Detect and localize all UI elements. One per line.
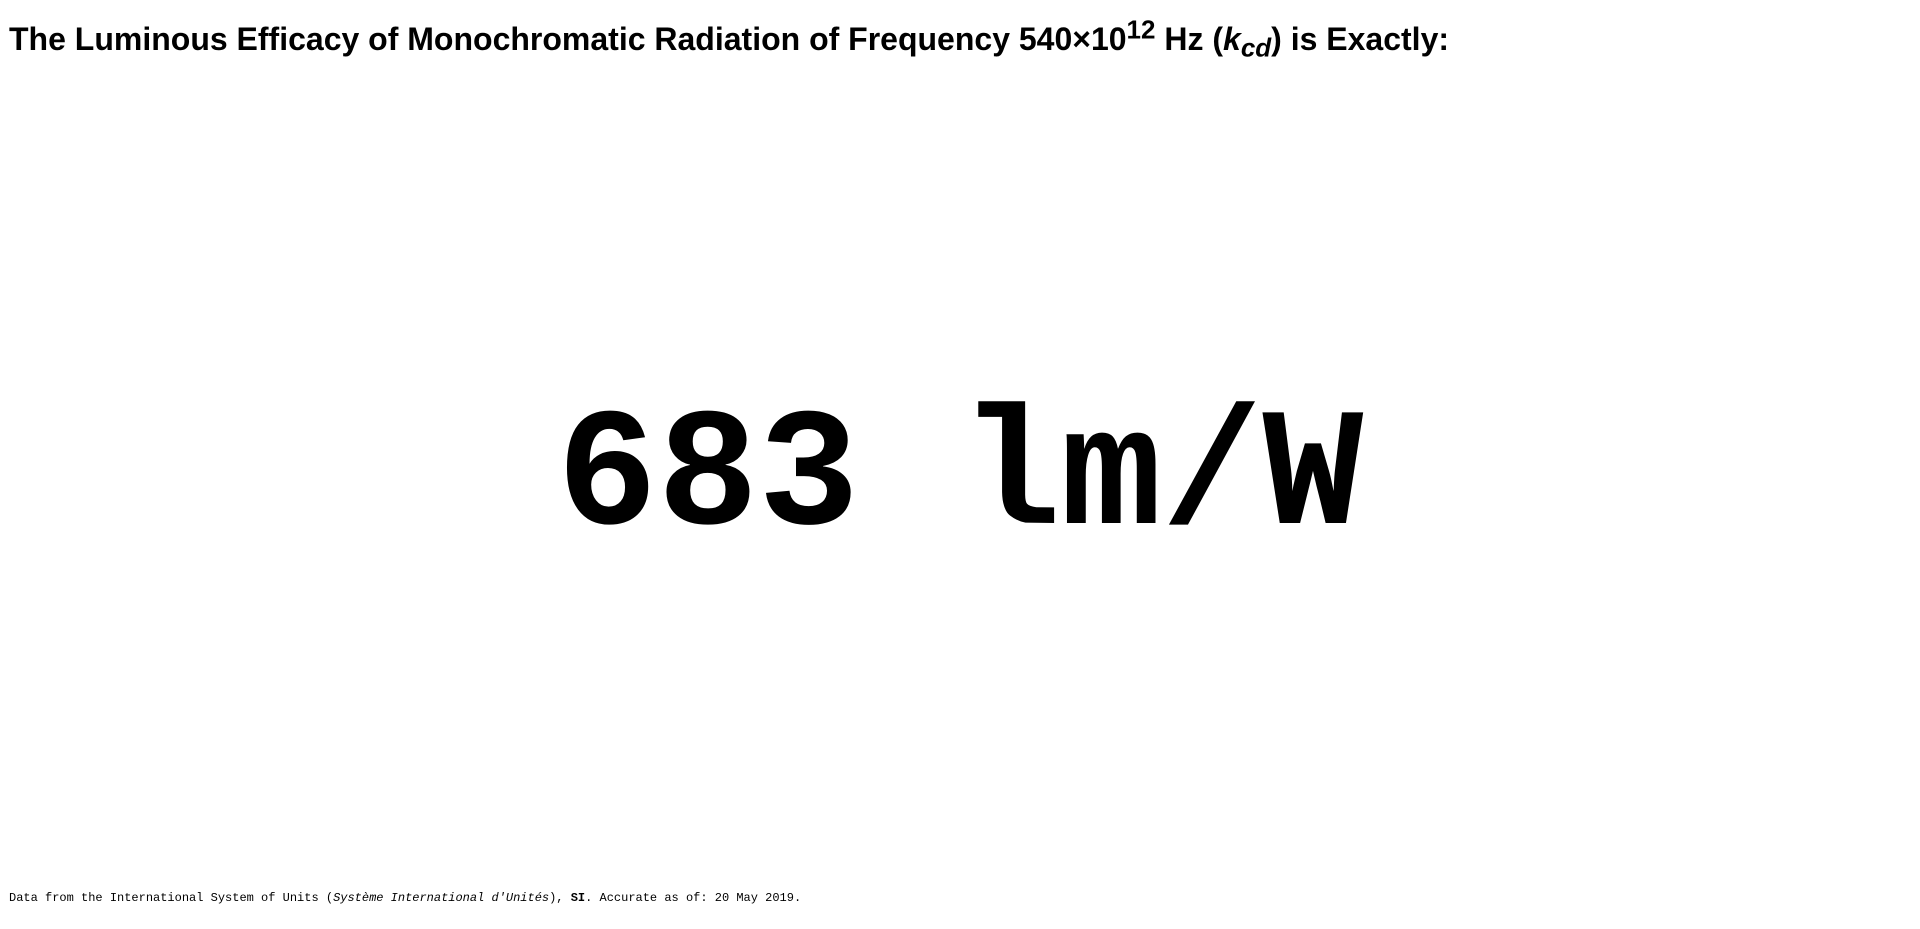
footer-french-name: Système International d'Unités [333, 891, 550, 905]
title-suffix: ) is Exactly: [1271, 21, 1450, 57]
value-number: 683 [556, 384, 860, 574]
constant-value: 683 lm/W [0, 395, 1920, 563]
title-exponent: 12 [1126, 14, 1156, 45]
title-unit: Hz ( [1155, 21, 1224, 57]
value-unit: lm/W [960, 384, 1364, 574]
footer-abbreviation: SI [570, 891, 586, 905]
footer-end: . [793, 891, 802, 905]
footer-date: 20 May 2019 [714, 891, 794, 905]
title-prefix: The Luminous Efficacy of Monochromatic R… [9, 21, 1127, 57]
title-symbol-subscript: cd [1240, 32, 1272, 63]
source-footer: Data from the International System of Un… [9, 891, 801, 905]
page-title: The Luminous Efficacy of Monochromatic R… [9, 16, 1450, 60]
footer-after-name: ), [549, 891, 571, 905]
footer-accuracy-label: . Accurate as of: [585, 891, 715, 905]
title-symbol-base: k [1223, 21, 1241, 57]
footer-intro: Data from the International System of Un… [9, 891, 334, 905]
